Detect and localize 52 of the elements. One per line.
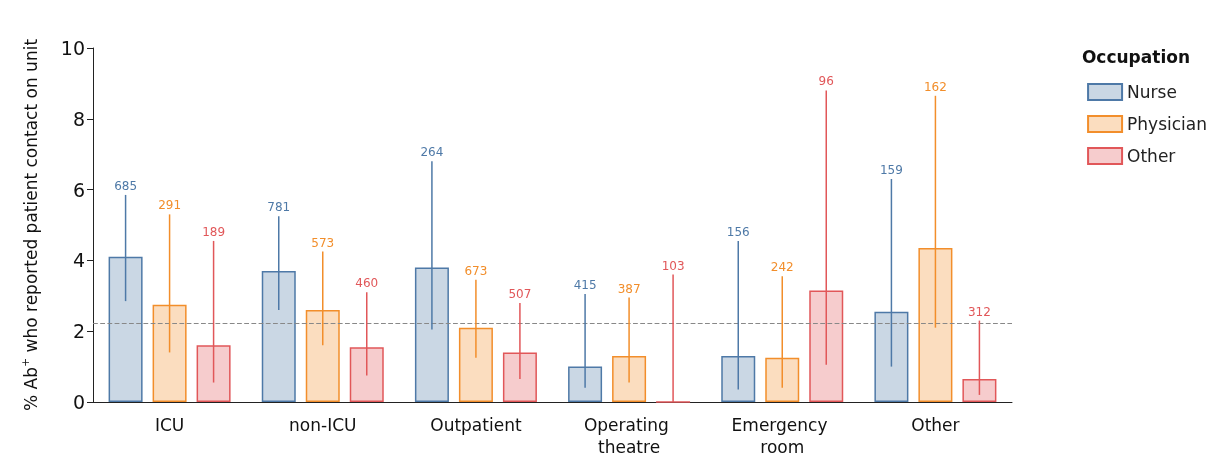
y-tick-label: 0 (72, 391, 85, 413)
x-tick-label: Emergency room (731, 415, 833, 457)
bar (458, 327, 493, 402)
y-tick-label: 8 (72, 107, 85, 130)
annotation: 460 (355, 276, 379, 291)
bar (349, 347, 384, 402)
x-tick-label: Other (911, 415, 960, 435)
annotation: 312 (967, 304, 991, 319)
annotation: 415 (573, 278, 597, 293)
x-tick-label: ICU (154, 415, 185, 435)
legend-label: Other (1127, 146, 1176, 166)
annotation: 162 (923, 79, 947, 94)
bar (568, 366, 603, 402)
annotation: 673 (464, 263, 488, 278)
annotation: 156 (726, 224, 750, 239)
bar (962, 378, 997, 402)
bar (721, 355, 756, 402)
annotation: 189 (202, 224, 226, 239)
annotation: 159 (879, 162, 903, 177)
annotation: 507 (508, 286, 532, 301)
bar (918, 248, 953, 402)
bar (874, 311, 909, 402)
y-tick-label: 4 (72, 249, 85, 272)
bar (765, 357, 800, 402)
annotation: 573 (311, 235, 335, 250)
annotation: 291 (158, 198, 182, 213)
annotation: 387 (617, 281, 641, 296)
bar (261, 271, 296, 402)
y-tick-label: 6 (72, 178, 85, 201)
bar (196, 345, 231, 402)
bar (305, 309, 340, 402)
bar (809, 290, 844, 402)
annotation: 96 (818, 74, 834, 89)
bar (502, 352, 537, 402)
annotation: 264 (420, 145, 444, 160)
bar (612, 355, 647, 402)
annotation: 242 (770, 260, 794, 275)
y-axis-title: % Ab+ who reported patient contact on unit (19, 38, 41, 412)
legend-label: Nurse (1127, 82, 1177, 102)
bar (108, 256, 143, 402)
annotation: 685 (114, 178, 138, 193)
x-tick-label: Outpatient (430, 415, 522, 435)
y-tick-label: 2 (72, 320, 85, 343)
y-tick-label: 10 (60, 37, 85, 59)
legend-label: Physician (1127, 114, 1208, 134)
bar (414, 267, 449, 402)
annotation: 781 (267, 200, 291, 215)
bar (152, 304, 187, 402)
x-tick-label: Operating theatre (583, 415, 675, 457)
annotation: 103 (661, 258, 685, 273)
legend-title: Occupation (1081, 46, 1191, 67)
x-tick-label: non-ICU (289, 415, 357, 435)
